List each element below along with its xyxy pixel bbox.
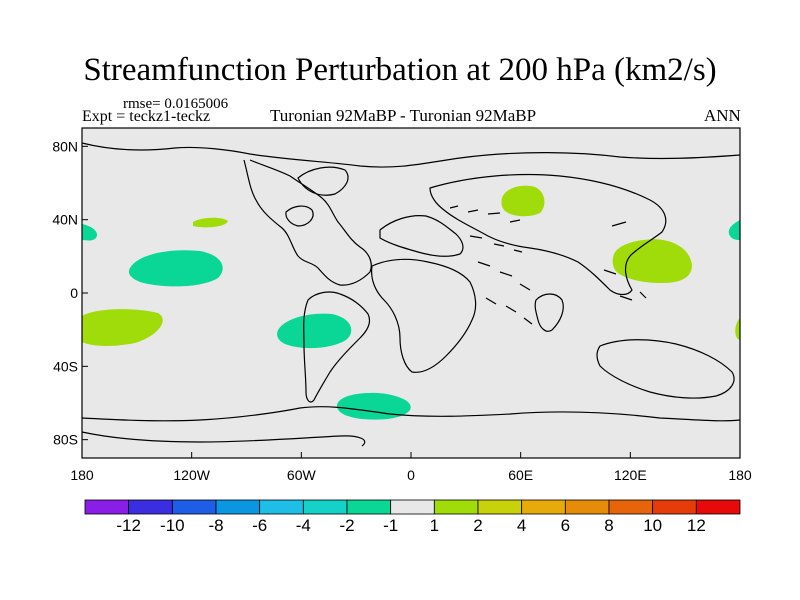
colorbar-label: 6	[560, 516, 571, 535]
lon-tick-label: 120W	[173, 467, 210, 483]
lat-tick-label: 40N	[52, 212, 78, 228]
colorbar-swatch	[608, 499, 654, 515]
longitude-axis: 180 120W 60W 0 60E 120E 180	[70, 452, 752, 483]
latitude-axis: 80N 40N 0 40S 80S	[52, 138, 88, 448]
coastline-greenland	[297, 166, 349, 196]
lat-tick-label: 80N	[52, 138, 78, 154]
colorbar-swatch	[433, 499, 479, 515]
colorbar-label: 2	[473, 516, 483, 535]
colorbar-swatch	[128, 499, 173, 515]
anomaly-cyan-south-atlantic	[337, 392, 411, 420]
colorbar-label: -12	[116, 516, 141, 535]
colorbar-label: -4	[295, 516, 311, 535]
anomaly-cyan-west-edge	[82, 224, 98, 241]
coastline-australia-antarctic	[596, 339, 735, 399]
coastline-africa	[371, 258, 477, 373]
lon-tick-label: 120E	[614, 467, 647, 483]
lat-tick-label: 0	[70, 285, 78, 301]
colorbar-swatch	[521, 499, 566, 515]
colorbar-label: 1	[429, 516, 440, 535]
colorbar-label: -1	[383, 516, 399, 535]
colorbar-label: -6	[252, 516, 268, 535]
colorbar-label: 4	[516, 516, 527, 535]
anomaly-contours	[82, 185, 740, 420]
coastline-east-asia-islands	[603, 221, 647, 301]
colorbar	[84, 499, 741, 515]
coastlines	[81, 142, 741, 447]
anomaly-green-central-asia	[501, 185, 545, 217]
colorbar-swatch	[695, 499, 741, 515]
lat-tick-label: 80S	[53, 432, 78, 448]
coastline-islands-tethys	[449, 205, 533, 325]
rmse-text: rmse= 0.0165006	[123, 96, 229, 112]
colorbar-swatch	[302, 499, 348, 515]
colorbar-swatch	[346, 499, 392, 515]
lon-tick-label: 0	[407, 467, 415, 483]
map-title: Streamfunction Perturbation at 200 hPa (…	[83, 52, 717, 88]
lon-tick-label: 180	[70, 467, 94, 483]
lon-tick-label: 60E	[508, 467, 533, 483]
anomaly-cyan-east-edge	[728, 220, 740, 240]
coastline-south-america	[303, 291, 371, 403]
colorbar-label: -8	[208, 516, 224, 535]
colorbar-swatch	[171, 499, 217, 515]
coastline-india	[534, 293, 564, 332]
anomaly-green-north-america-small	[193, 217, 228, 228]
colorbar-swatch	[84, 499, 130, 515]
colorbar-swatch	[477, 499, 523, 515]
colorbar-label: -2	[339, 516, 355, 535]
colorbar-swatch	[390, 499, 435, 515]
anomaly-green-east-asia	[612, 239, 692, 283]
map-subtitle: Turonian 92MaBP - Turonian 92MaBP	[270, 106, 537, 125]
coastline-europe	[379, 215, 464, 257]
anomaly-green-south-pacific	[82, 309, 163, 346]
season-label: ANN	[704, 106, 741, 125]
coastline-antarctica-edge	[81, 431, 366, 447]
coastline-north-america	[243, 159, 372, 286]
colorbar-label: 12	[686, 516, 706, 535]
lon-tick-label: 60W	[287, 467, 317, 483]
colorbar-swatch	[215, 499, 261, 515]
anomaly-green-east-edge	[735, 318, 740, 340]
coastline-asia	[429, 173, 667, 296]
anomaly-cyan-south-america	[277, 313, 352, 349]
coastline-antarctica	[81, 406, 741, 422]
colorbar-swatch	[652, 499, 697, 515]
colorbar-label: 8	[604, 516, 614, 535]
lat-tick-label: 40S	[53, 358, 78, 374]
colorbar-swatch	[259, 499, 304, 515]
colorbar-swatch	[564, 499, 610, 515]
colorbar-label: -10	[160, 516, 185, 535]
colorbar-label: 10	[643, 516, 663, 535]
coastline-north-america-inland-sea	[285, 205, 314, 227]
experiment-text: Expt = teckz1-teckz	[82, 108, 211, 125]
lon-tick-label: 180	[728, 467, 752, 483]
coastline-arctic	[81, 142, 741, 168]
map-background	[82, 128, 740, 458]
anomaly-cyan-north-pacific	[128, 250, 223, 287]
